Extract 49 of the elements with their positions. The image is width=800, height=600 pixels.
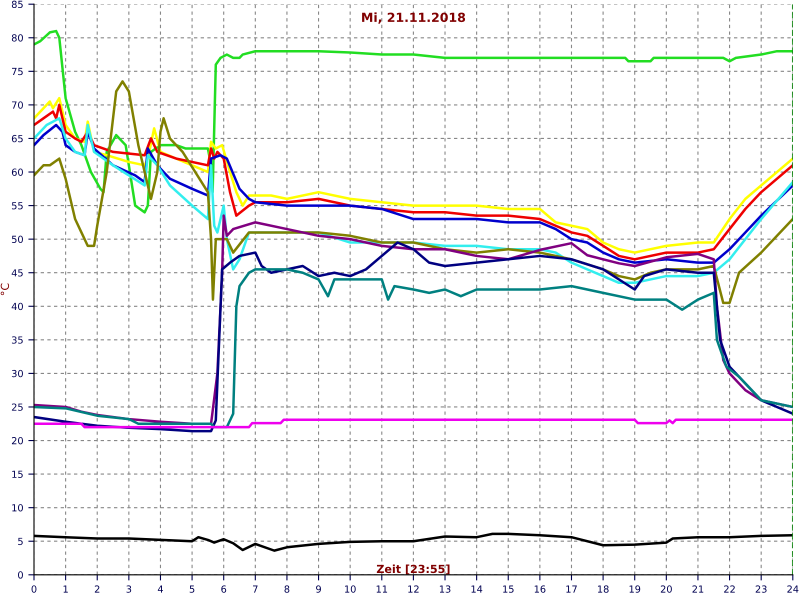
y-tick-label: 60 xyxy=(12,168,23,176)
x-tick-label: 15 xyxy=(503,586,514,593)
y-tick-label: 70 xyxy=(12,101,23,109)
x-tick-label: 19 xyxy=(630,585,640,593)
y-tick-label: 65 xyxy=(12,134,23,142)
x-tick-label: 5 xyxy=(190,586,194,593)
x-tick-label: 18 xyxy=(598,585,609,593)
y-tick-label: 10 xyxy=(12,504,23,512)
x-tick-label: 17 xyxy=(566,586,577,593)
x-tick-label: 22 xyxy=(724,585,735,593)
y-tick-label: 25 xyxy=(12,403,23,411)
x-tick-label: 20 xyxy=(660,585,672,593)
x-tick-label: 14 xyxy=(472,586,482,593)
line-series xyxy=(34,418,793,428)
x-tick-label: 0 xyxy=(32,585,36,593)
x-tick-label: 1 xyxy=(64,586,68,593)
y-tick-label: 5 xyxy=(18,538,23,546)
x-tick-label: 3 xyxy=(126,585,132,593)
x-tick-label: 21 xyxy=(692,585,704,593)
text: Mi, 21.11.2018 xyxy=(362,12,466,24)
y-tick-label: 40 xyxy=(12,302,23,310)
y-tick-label: 75 xyxy=(12,68,23,76)
x-axis-title: Zeit [23:55] xyxy=(376,564,450,574)
y-tick-label: 45 xyxy=(12,269,23,277)
y-tick-label: 30 xyxy=(12,370,23,378)
x-tick-label: 16 xyxy=(534,585,546,593)
x-tick-label: 7 xyxy=(253,586,258,593)
x-tick-label: 2 xyxy=(94,585,100,593)
x-tick-label: 13 xyxy=(440,585,450,593)
x-tick-label: 8 xyxy=(284,585,290,593)
x-tick-label: 24 xyxy=(787,585,798,593)
x-tick-label: 11 xyxy=(376,586,388,593)
y-tick-label: 0 xyxy=(18,571,23,579)
line-series xyxy=(34,80,793,304)
x-tick-label: 6 xyxy=(221,585,226,593)
x-tick-label: 9 xyxy=(316,585,321,593)
y-tick-label: 55 xyxy=(12,202,23,210)
x-tick-label: 10 xyxy=(345,585,356,593)
x-tick-label: 12 xyxy=(408,585,419,593)
y-tick-label: 20 xyxy=(12,437,23,444)
y-tick-label: 85 xyxy=(12,0,23,8)
y-tick-label: 80 xyxy=(12,34,23,42)
x-tick-label: 4 xyxy=(158,586,164,593)
y-axis-title: °C xyxy=(0,283,10,296)
line-series xyxy=(34,268,793,428)
y-tick-label: 15 xyxy=(12,470,23,478)
x-tick-label: 23 xyxy=(756,585,767,593)
y-tick-label: 50 xyxy=(12,236,23,243)
y-tick-label: 35 xyxy=(12,336,23,344)
